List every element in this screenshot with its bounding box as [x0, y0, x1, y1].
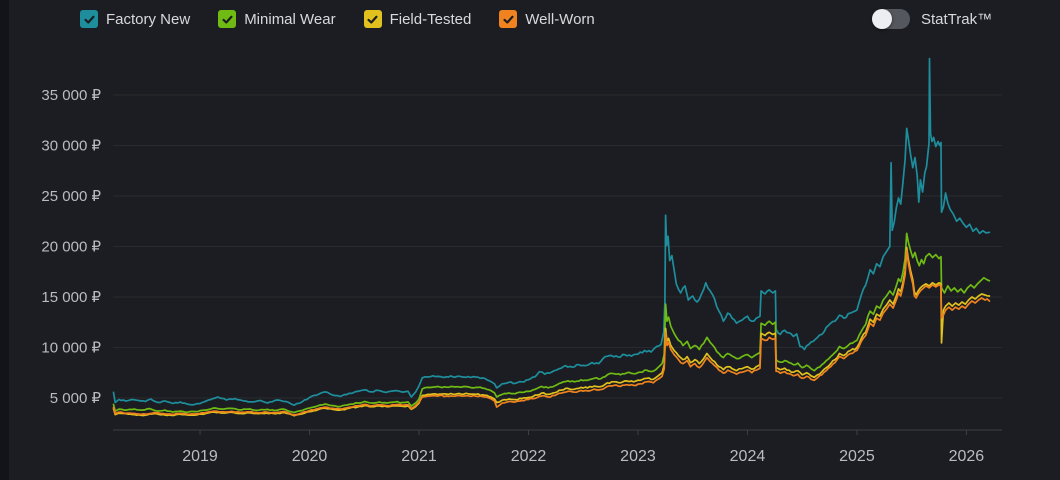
legend-label: Well-Worn: [525, 10, 595, 28]
legend-item-well-worn[interactable]: Well-Worn: [499, 10, 595, 28]
x-axis-tick-label: 2026: [949, 448, 985, 465]
legend-item-factory-new[interactable]: Factory New: [80, 10, 190, 28]
checkbox-checked-icon: [218, 10, 237, 28]
x-axis-tick-label: 2020: [292, 448, 328, 465]
left-panel-edge: [0, 0, 9, 480]
x-axis-tick-label: 2025: [839, 448, 875, 465]
series-line-factory-new: [112, 57, 991, 406]
stattrak-toggle[interactable]: [872, 9, 910, 29]
checkbox-checked-icon: [363, 10, 382, 28]
x-axis: 2019 2020 2021 2022 2023 2024 2025 2026: [113, 429, 1002, 465]
legend: Factory New Minimal Wear Field-Tested Well-…: [0, 0, 1060, 38]
y-axis-tick-label: 30 000 ₽: [41, 137, 101, 154]
y-axis-tick-label: 25 000 ₽: [41, 188, 101, 205]
checkbox-checked-icon: [80, 10, 98, 28]
stattrak-label: StatTrak™: [921, 10, 993, 28]
y-axis-tick-label: 5 000 ₽: [50, 390, 102, 407]
legend-item-field-tested[interactable]: Field-Tested: [363, 10, 472, 28]
stattrak-control[interactable]: StatTrak™: [872, 0, 992, 38]
y-axis-tick-label: 15 000 ₽: [41, 289, 101, 306]
legend-label: Field-Tested: [389, 10, 472, 28]
x-axis-tick-label: 2022: [511, 448, 547, 465]
x-axis-tick-label: 2023: [620, 448, 656, 465]
legend-label: Factory New: [106, 10, 191, 28]
y-axis-labels: 5 000 ₽ 10 000 ₽ 15 000 ₽ 20 000 ₽ 25 000 ₽ 3…: [41, 87, 101, 407]
series-line-minimal-wear: [112, 232, 991, 414]
legend-label: Minimal Wear: [244, 10, 336, 28]
x-axis-tick-label: 2021: [401, 448, 437, 465]
legend-item-minimal-wear[interactable]: Minimal Wear: [218, 10, 336, 28]
x-axis-tick-label: 2019: [182, 448, 218, 465]
series-line-well-worn: [112, 249, 991, 416]
stattrak-toggle-knob: [872, 9, 892, 29]
x-axis-tick-label: 2024: [730, 448, 766, 465]
y-axis-tick-label: 35 000 ₽: [41, 87, 101, 104]
y-gridlines: [113, 94, 1002, 399]
checkbox-checked-icon: [499, 10, 518, 28]
y-axis-tick-label: 20 000 ₽: [41, 238, 101, 255]
series-line-field-tested: [112, 246, 991, 417]
y-axis-tick-label: 10 000 ₽: [41, 339, 101, 356]
